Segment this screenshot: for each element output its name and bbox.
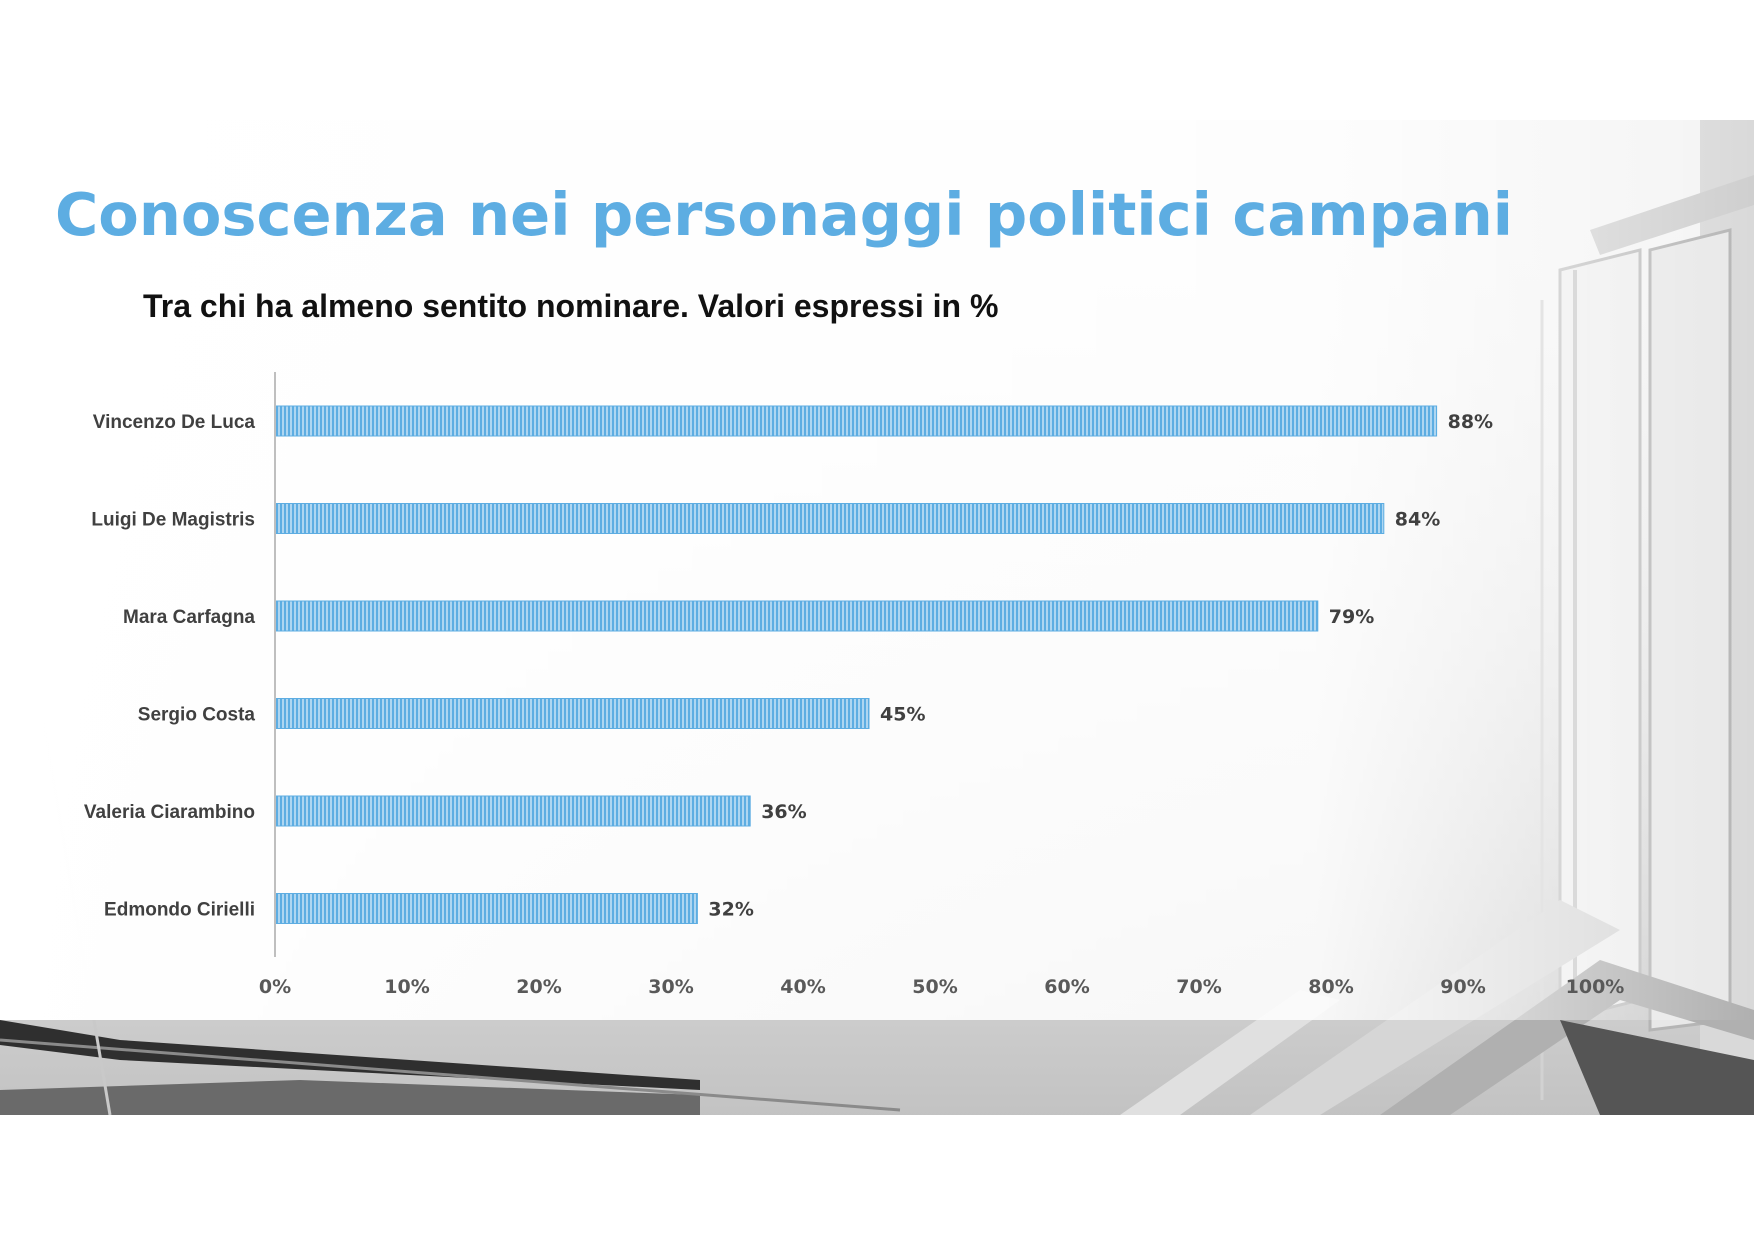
x-tick-label: 20% — [516, 976, 561, 998]
category-label: Luigi De Magistris — [91, 510, 255, 531]
category-label: Edmondo Cirielli — [104, 900, 255, 921]
bar — [275, 795, 751, 827]
x-tick-label: 70% — [1176, 976, 1221, 998]
chart-subtitle: Tra chi ha almeno sentito nominare. Valo… — [143, 288, 999, 324]
x-tick-label: 80% — [1308, 976, 1353, 998]
x-tick-label: 50% — [912, 976, 957, 998]
page-title: Conoscenza nei personaggi politici campa… — [55, 180, 1513, 249]
category-label: Valeria Ciarambino — [84, 802, 255, 823]
x-tick-label: 0% — [259, 976, 291, 998]
data-label: 32% — [708, 899, 753, 921]
x-tick-label: 10% — [384, 976, 429, 998]
data-label: 88% — [1448, 411, 1493, 433]
x-tick-label: 100% — [1566, 976, 1625, 998]
bar — [275, 405, 1438, 437]
bar — [275, 600, 1319, 632]
data-label: 79% — [1329, 606, 1374, 628]
x-tick-label: 90% — [1440, 976, 1485, 998]
x-tick-label: 60% — [1044, 976, 1089, 998]
x-tick-label: 40% — [780, 976, 825, 998]
bar — [275, 893, 698, 924]
x-tick-label: 30% — [648, 976, 693, 998]
data-label: 84% — [1395, 509, 1440, 531]
data-label: 45% — [880, 704, 925, 726]
category-label: Mara Carfagna — [123, 607, 255, 628]
bar — [275, 503, 1385, 534]
category-label: Sergio Costa — [138, 705, 256, 726]
bar — [275, 698, 870, 729]
category-label: Vincenzo De Luca — [93, 412, 256, 433]
data-label: 36% — [761, 801, 806, 823]
